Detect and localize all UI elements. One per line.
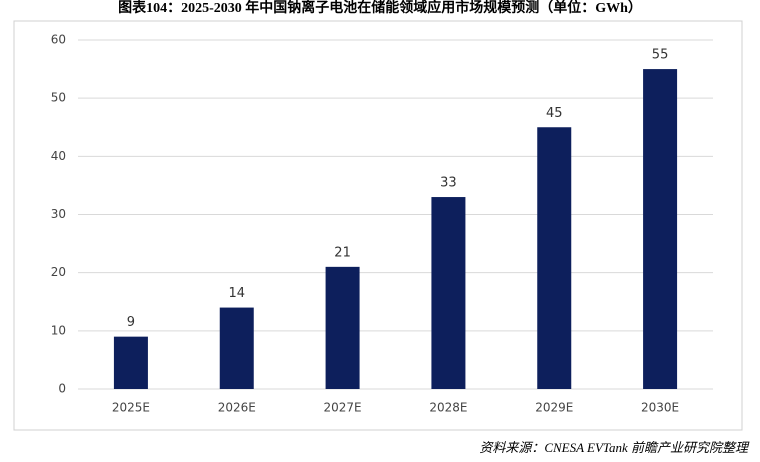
data-label: 33 xyxy=(440,176,457,191)
bar xyxy=(643,69,678,389)
bar xyxy=(113,336,148,389)
y-tick-label: 30 xyxy=(51,207,66,221)
data-label: 21 xyxy=(334,245,351,260)
y-tick-label: 0 xyxy=(58,382,66,396)
y-tick-label: 40 xyxy=(51,149,66,163)
y-tick-label: 10 xyxy=(51,323,66,337)
data-label: 45 xyxy=(546,106,563,121)
y-tick-label: 50 xyxy=(51,91,66,105)
data-label: 9 xyxy=(127,315,135,330)
data-label: 14 xyxy=(228,286,245,301)
x-tick-label: 2028E xyxy=(429,401,467,415)
chart-title: 图表104：2025-2030 年中国钠离子电池在储能领域应用市场规模预测（单位… xyxy=(118,0,642,16)
x-tick-label: 2025E xyxy=(112,401,150,415)
data-label: 55 xyxy=(652,48,669,63)
bar xyxy=(431,197,466,389)
chart-frame xyxy=(13,20,743,431)
bar xyxy=(537,127,572,389)
y-tick-label: 20 xyxy=(51,265,66,279)
source-note: 资料来源：CNESA EVTank 前瞻产业研究院整理 xyxy=(479,440,750,455)
bar xyxy=(219,307,254,389)
x-tick-label: 2026E xyxy=(218,401,256,415)
bar xyxy=(325,266,360,389)
y-tick-label: 60 xyxy=(51,33,66,47)
x-tick-label: 2029E xyxy=(535,401,573,415)
x-tick-label: 2027E xyxy=(324,401,362,415)
x-tick-label: 2030E xyxy=(641,401,679,415)
